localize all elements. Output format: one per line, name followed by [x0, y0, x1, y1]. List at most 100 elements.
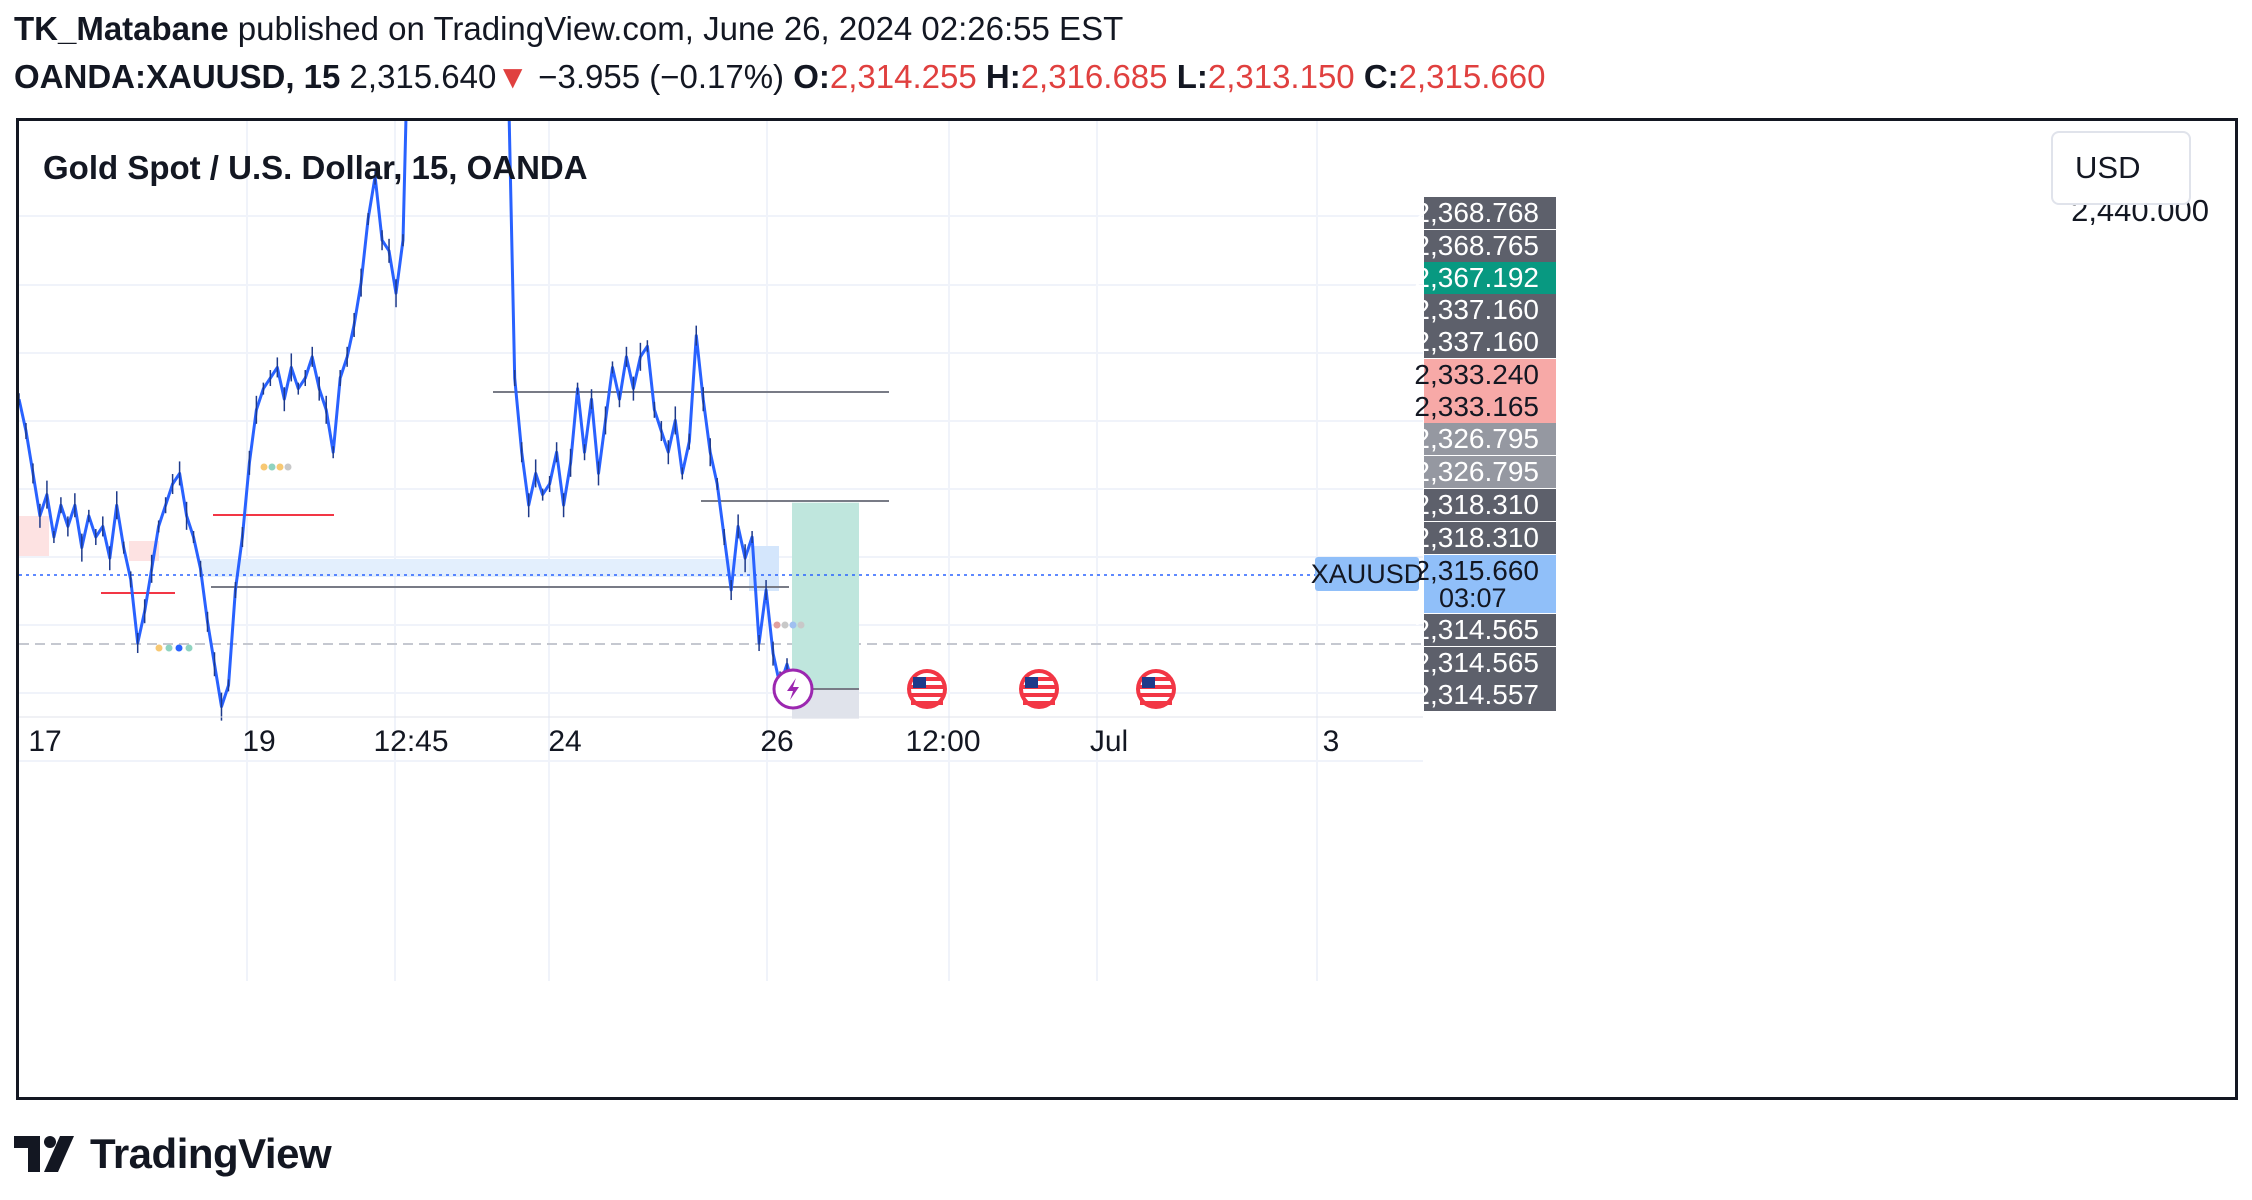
price-label-box — [1424, 294, 1556, 326]
price-label-box — [1424, 647, 1556, 679]
low-value: 2,313.150 — [1207, 58, 1355, 95]
price-label: 2,333.165 — [1414, 391, 1539, 422]
supply-zone — [19, 516, 49, 556]
close-label: C: — [1363, 58, 1399, 95]
symbol-label: OANDA:XAUUSD, 15 — [14, 58, 341, 95]
price-label-box — [1424, 326, 1556, 358]
close-value: 2,315.660 — [1398, 58, 1546, 95]
chart-grid — [19, 121, 1423, 981]
flag-stripe — [1023, 693, 1055, 697]
flag-stripe — [1140, 685, 1172, 689]
time-tick-label: 24 — [548, 725, 581, 758]
time-scale[interactable]: 17 19 12:45 24 26 12:00 Jul 3 — [19, 716, 1423, 758]
open-label: O: — [793, 58, 830, 95]
indicator-dot — [260, 463, 268, 471]
time-tick-label: 17 — [28, 725, 61, 758]
price-label: 2,326.795 — [1414, 423, 1539, 454]
publish-info: TK_Matabane published on TradingView.com… — [14, 10, 1123, 48]
price-label: 2,367.192 — [1414, 262, 1539, 293]
lightning-glyph — [787, 678, 799, 700]
price-series-line — [19, 121, 796, 709]
indicator-dot — [797, 621, 805, 629]
indicator-markers — [155, 463, 805, 652]
price-label-box — [1424, 489, 1556, 521]
indicator-dot — [789, 621, 797, 629]
symbol-tag: XAUUSD — [1311, 559, 1424, 589]
tradingview-wordmark: TradingView — [90, 1130, 332, 1177]
last-price: 2,315.640 — [349, 58, 497, 95]
chart-title: Gold Spot / U.S. Dollar, 15, OANDA — [43, 149, 588, 186]
flag-stripe — [1140, 693, 1172, 697]
indicator-dot — [781, 621, 789, 629]
indicator-dot — [165, 644, 173, 652]
high-value: 2,316.685 — [1020, 58, 1168, 95]
flag-stripe — [1023, 685, 1055, 689]
open-value: 2,314.255 — [829, 58, 977, 95]
price-label: 2,318.310 — [1414, 489, 1539, 520]
price-label: 2,368.768 — [1414, 197, 1539, 228]
take-profit-zone[interactable] — [792, 502, 859, 690]
published-text: published on TradingView.com, June 26, 2… — [237, 10, 1124, 47]
low-label: L: — [1176, 58, 1208, 95]
price-label: 2,333.240 — [1414, 359, 1539, 390]
demand-zone — [199, 559, 759, 577]
flag-stripe — [1140, 677, 1172, 681]
price-label: 2,314.565 — [1414, 647, 1539, 678]
price-label: 2,314.565 — [1414, 614, 1539, 645]
flag-stripe — [1140, 701, 1172, 705]
indicator-dot — [185, 644, 193, 652]
flag-stripe — [1023, 677, 1055, 681]
us-flag-icon[interactable] — [1136, 669, 1176, 709]
price-chart[interactable]: 2,440.000 2,368.7682,368.7652,367.1922,3… — [19, 121, 2235, 1097]
price-label-box — [1424, 197, 1556, 229]
horizontal-lines[interactable] — [19, 391, 1319, 594]
price-change: −3.955 (−0.17%) — [538, 58, 785, 95]
indicator-dot — [155, 644, 163, 652]
currency-button[interactable]: USD — [2051, 131, 2191, 205]
price-label-box — [1424, 423, 1556, 455]
current-price-value: 2,315.660 — [1414, 555, 1539, 586]
price-label: 2,314.557 — [1414, 679, 1539, 710]
us-flag-icon[interactable] — [907, 669, 947, 709]
flag-stripe — [911, 677, 943, 681]
flag-stripe — [911, 685, 943, 689]
economic-events[interactable] — [772, 668, 1176, 710]
symbol-tag-box — [1315, 557, 1419, 591]
countdown-timer: 03:07 — [1439, 583, 1507, 613]
indicator-dot — [175, 644, 183, 652]
price-label-box — [1424, 391, 1556, 423]
time-tick-label: Jul — [1090, 725, 1128, 758]
price-label: 2,326.795 — [1414, 456, 1539, 487]
time-tick-label: 3 — [1323, 725, 1340, 758]
price-label: 2,337.160 — [1414, 326, 1539, 357]
tradingview-logo-icon — [14, 1136, 74, 1172]
price-label-box — [1424, 230, 1556, 262]
us-flag-icon[interactable] — [1019, 669, 1059, 709]
author-name[interactable]: TK_Matabane — [14, 10, 229, 47]
price-label: 2,368.765 — [1414, 230, 1539, 261]
price-labels: 2,368.7682,368.7652,367.1922,337.1602,33… — [1311, 197, 1556, 711]
price-label-box — [1424, 262, 1556, 294]
time-tick-label: 26 — [760, 725, 793, 758]
price-label-box — [1424, 456, 1556, 488]
tradingview-logo[interactable]: TradingView — [14, 1130, 332, 1178]
indicator-dot — [284, 463, 292, 471]
price-label-box — [1424, 359, 1556, 391]
time-tick-label: 19 — [242, 725, 275, 758]
flag-canton — [1025, 677, 1038, 688]
current-price-box — [1424, 555, 1556, 613]
flag-stripe — [911, 701, 943, 705]
flag-canton — [913, 677, 926, 688]
price-label-box — [1424, 522, 1556, 554]
flag-stripe — [911, 693, 943, 697]
down-arrow-icon: ▼ — [496, 58, 530, 95]
indicator-dot — [773, 621, 781, 629]
price-label: 2,337.160 — [1414, 294, 1539, 325]
chart-panel[interactable]: 2,440.000 2,368.768 2,368.765 2,367.192 2,3… — [16, 118, 2238, 1100]
price-label: 2,318.310 — [1414, 522, 1539, 553]
flag-stripe — [1023, 701, 1055, 705]
symbol-info: OANDA:XAUUSD, 15 2,315.640▼ −3.955 (−0.1… — [14, 58, 1545, 96]
indicator-dot — [276, 463, 284, 471]
price-label-box — [1424, 614, 1556, 646]
time-tick-label: 12:45 — [373, 725, 448, 758]
